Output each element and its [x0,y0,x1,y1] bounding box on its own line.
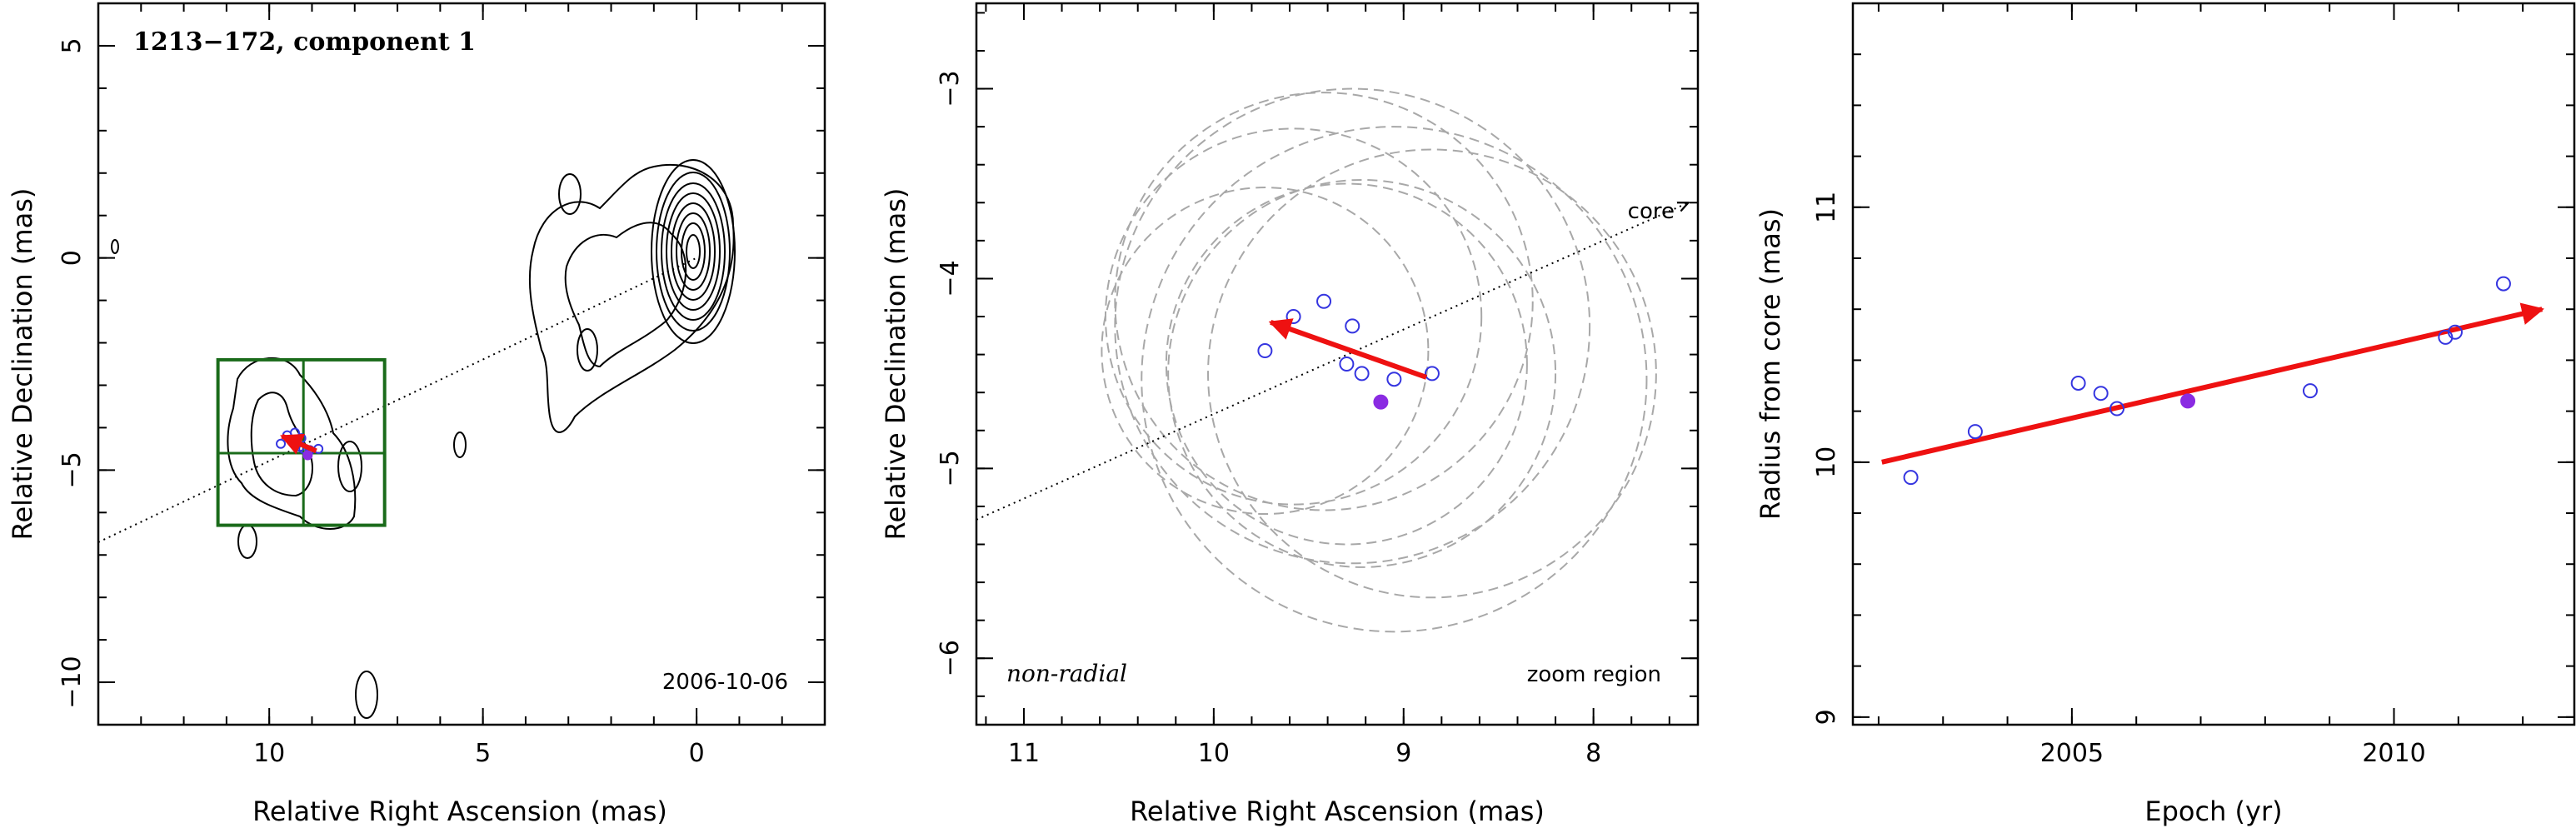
x-tick-label: 11 [1008,739,1040,768]
y-tick-label: 10 [1812,446,1841,478]
plot-frame [975,2,1700,726]
y-tick-label: −5 [936,450,965,486]
error-circle [1104,127,1483,506]
x-tick-label: 2005 [2040,739,2104,768]
data-point [276,438,287,449]
zoom-box [216,357,387,527]
panel3-ylabel: Radius from core (mas) [1755,208,1786,520]
motion-arrow [1268,318,1428,380]
error-circle [1165,182,1528,546]
data-point [1424,366,1440,382]
error-circle [1167,178,1557,568]
panel2-core-label: core [1628,199,1675,224]
data-point [1345,318,1360,334]
y-tick-label: 9 [1812,709,1841,725]
error-circle [1114,87,1591,565]
data-point [2447,324,2463,340]
error-circle [1141,126,1648,633]
motion-arrow [280,433,317,455]
data-point [1339,357,1355,372]
core-direction-line [97,257,697,543]
error-circle [1114,92,1534,511]
panel2-ylabel: Relative Declination (mas) [880,188,911,541]
data-point [1967,424,1983,440]
y-tick-label: 0 [57,250,87,266]
y-tick-label: −10 [57,656,87,708]
highlighted-data-point [302,450,313,461]
error-circles [1101,87,1657,633]
data-point [2495,276,2511,292]
x-tick-label: 2010 [2362,739,2425,768]
data-point [2109,401,2125,416]
panel3-xlabel: Epoch (yr) [2144,796,2282,827]
panel2-xlabel: Relative Right Ascension (mas) [1130,796,1545,827]
fit-line-arrow [1881,302,2544,465]
x-tick-label: 0 [689,739,705,768]
zoom-region-panel: 11 10 9 8 −3 −4 −5 −6 [936,2,1700,768]
x-tick-label: 5 [475,739,491,768]
data-point [1257,343,1273,359]
panel1-date-label: 2006-10-06 [662,670,788,695]
data-point [1386,372,1402,387]
panel1-xlabel: Relative Right Ascension (mas) [252,796,667,827]
highlighted-data-point [2180,393,2196,409]
data-point [1903,470,1919,486]
highlighted-data-point [1373,394,1389,410]
x-tick-label: 9 [1395,739,1411,768]
data-point [2093,386,2109,402]
data-point [1354,366,1370,382]
plot-frame [1851,2,2576,726]
y-tick-label: −4 [936,260,965,297]
panel1-title: 1213−172, component 1 [133,27,476,57]
data-point [1316,293,1332,309]
plot-frame [97,2,826,726]
data-point [2070,375,2086,391]
panel2-motion-label: non-radial [1006,660,1127,687]
core-direction-line [976,202,1689,521]
x-tick-label: 10 [1198,739,1230,768]
x-tick-label: 10 [253,739,285,768]
radius-epoch-panel: 2005 2010 9 10 11 [1812,2,2576,768]
data-point [2302,383,2318,399]
panel2-region-label: zoom region [1527,662,1661,687]
y-tick-label: −6 [936,640,965,676]
y-tick-label: −3 [936,70,965,107]
x-tick-label: 8 [1585,739,1601,768]
y-tick-label: 5 [57,37,87,53]
panel1-ylabel: Relative Declination (mas) [7,188,38,541]
contour-lines [111,159,736,719]
contour-map-panel: 10 5 0 5 0 −5 −10 [57,2,826,768]
error-circle [1207,148,1657,599]
data-point [1286,309,1301,325]
y-tick-label: 11 [1812,192,1841,223]
y-tick-label: −5 [57,451,87,488]
error-circle [1101,187,1430,516]
